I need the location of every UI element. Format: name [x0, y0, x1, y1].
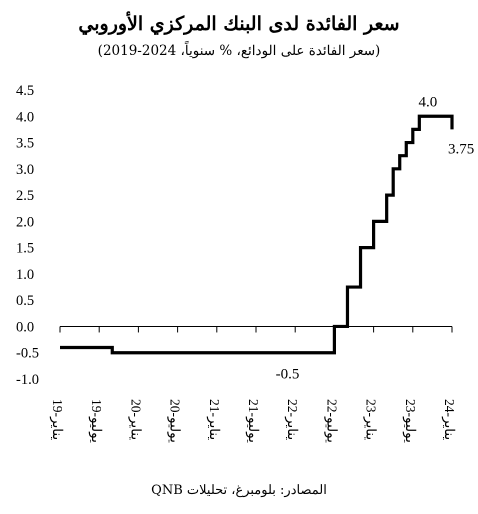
x-tick-label: يوليو-20 — [167, 399, 183, 443]
x-tick-label: يناير-19 — [49, 399, 65, 440]
plot-area — [60, 114, 454, 355]
y-tick-label: 0.5 — [16, 293, 34, 309]
y-tick-label: 4.0 — [16, 109, 34, 125]
y-tick-label: 3.5 — [16, 136, 34, 152]
y-tick-label: -1.0 — [16, 372, 39, 388]
x-tick-label: يوليو-23 — [402, 399, 418, 443]
y-tick-label: 3.0 — [16, 162, 34, 178]
x-tick-label: يناير-20 — [127, 399, 143, 440]
series-line — [60, 114, 454, 355]
x-tick-label: يوليو-19 — [88, 399, 104, 443]
data-label: -0.5 — [276, 367, 300, 383]
y-tick-label: 2.0 — [16, 214, 34, 230]
y-tick-label: 1.0 — [16, 267, 34, 283]
x-axis: يناير-19 يوليو-19 يناير-20 يوليو-20 يناير-21… — [49, 325, 457, 443]
chart-subtitle: (سعر الفائدة على الودائع، % سنوياً، 2024… — [98, 40, 381, 59]
annotations: -0.5 4.0 3.75 — [276, 94, 475, 382]
x-tick-label: يناير-21 — [206, 399, 222, 440]
y-tick-label: -0.5 — [16, 346, 39, 362]
x-tick-label: يناير-22 — [284, 399, 300, 440]
y-tick-label: 0.0 — [16, 319, 34, 335]
y-tick-label: 2.5 — [16, 188, 34, 204]
y-tick-label: 1.5 — [16, 241, 34, 257]
y-axis: -1.0 -0.5 0.0 0.5 1.0 1.5 2.0 2.5 3.0 3.5 4.0 4.5 — [16, 83, 39, 388]
x-tick-label: يوليو-21 — [245, 399, 261, 443]
x-tick-label: يوليو-22 — [323, 399, 339, 443]
chart-title: سعر الفائدة لدى البنك المركزي الأوروبي — [78, 11, 399, 36]
y-tick-label: 4.5 — [16, 83, 34, 99]
data-label: 3.75 — [448, 141, 474, 157]
x-tick-label: يناير-24 — [441, 399, 457, 440]
x-tick-label: يناير-23 — [363, 399, 379, 440]
chart-source: المصادر: بلومبرغ، تحليلات QNB — [151, 483, 327, 498]
data-label: 4.0 — [418, 94, 437, 110]
